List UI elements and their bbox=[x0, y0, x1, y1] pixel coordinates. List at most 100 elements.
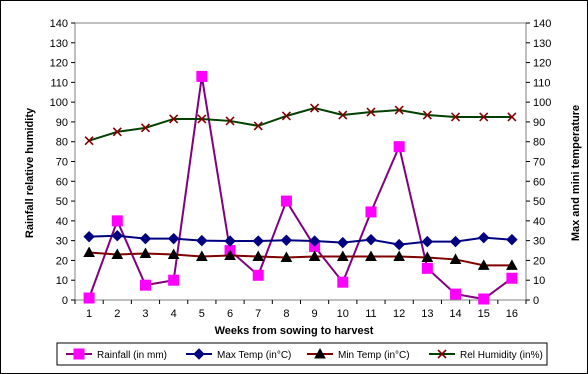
y-left-tick-label: 90 bbox=[56, 117, 68, 129]
x-tick-label: 8 bbox=[283, 308, 289, 320]
rel-humidity-point bbox=[281, 111, 291, 121]
rainfall-point bbox=[506, 272, 518, 284]
rel-humidity-point bbox=[507, 112, 517, 122]
y-right-tick-label: 90 bbox=[533, 117, 545, 129]
y-left-tick-label: 40 bbox=[56, 216, 68, 228]
rel-humidity-point bbox=[310, 103, 320, 113]
min-temp-point bbox=[477, 259, 490, 270]
min-temp-point bbox=[449, 253, 462, 264]
y-right-tick-label: 30 bbox=[533, 236, 545, 248]
max-temp-point bbox=[196, 234, 208, 247]
y-right-tick-label: 60 bbox=[533, 176, 545, 188]
min-temp-legend-marker bbox=[314, 347, 326, 359]
plot-area: 0 0 10 10 20 20 30 30 40 40 50 50 60 60 70 70 80 80 90 90 10… bbox=[50, 18, 552, 320]
max-temp-point bbox=[506, 233, 518, 246]
rainfall-point bbox=[450, 288, 462, 300]
rainfall-line bbox=[88, 76, 513, 301]
min-temp-line bbox=[89, 251, 512, 267]
left-axis-title: Rainfall relative humidity bbox=[24, 107, 36, 238]
rel-humidity-legend-label: Rel Humidity (in%) bbox=[460, 350, 543, 361]
min-temp-point bbox=[139, 247, 152, 259]
max-temp-point bbox=[139, 232, 152, 245]
min-temp-point bbox=[365, 250, 377, 261]
max-temp-line bbox=[89, 234, 512, 246]
x-tick-label: 7 bbox=[255, 308, 261, 320]
max-temp-point bbox=[224, 235, 236, 247]
rel-humidity-point bbox=[338, 110, 348, 120]
min-temp-point bbox=[506, 259, 518, 270]
max-temp-point bbox=[365, 233, 377, 246]
x-tick-label: 11 bbox=[365, 308, 376, 320]
rel-humidity-point bbox=[422, 110, 432, 120]
y-right-tick-label: 120 bbox=[533, 58, 551, 70]
min-temp-point bbox=[280, 251, 293, 262]
rainfall-point bbox=[337, 276, 349, 288]
rainfall-point bbox=[393, 141, 405, 153]
min-temp-point bbox=[336, 250, 349, 261]
rainfall-point bbox=[139, 279, 151, 291]
rel-humidity-point bbox=[394, 105, 404, 115]
max-temp-point bbox=[449, 235, 462, 248]
y-right-tick-label: 50 bbox=[533, 196, 545, 208]
y-left-tick-label: 80 bbox=[56, 137, 68, 149]
max-temp-point bbox=[337, 236, 349, 249]
rainfall-point bbox=[252, 269, 264, 281]
x-tick-label: 14 bbox=[449, 308, 461, 320]
rainfall-point bbox=[196, 70, 208, 82]
max-temp-point bbox=[111, 229, 123, 242]
y-left-tick-label: 10 bbox=[56, 275, 68, 287]
max-temp-point bbox=[83, 230, 95, 243]
rainfall-point bbox=[83, 292, 95, 304]
y-left-tick-label: 100 bbox=[50, 97, 68, 109]
max-temp-legend-label: Max Temp (in°C) bbox=[217, 350, 291, 361]
rel-humidity-point bbox=[169, 114, 179, 124]
y-right-tick-label: 130 bbox=[533, 38, 551, 50]
y-left-tick-label: 110 bbox=[50, 77, 68, 89]
x-tick-label: 2 bbox=[114, 308, 120, 320]
rel-humidity-legend-marker bbox=[437, 349, 447, 359]
rel-humidity-point bbox=[253, 121, 263, 131]
rel-humidity-point bbox=[197, 114, 207, 124]
y-right-tick-label: 70 bbox=[533, 157, 545, 169]
min-temp-point bbox=[83, 246, 95, 258]
max-temp-point bbox=[308, 235, 321, 247]
rainfall-point bbox=[111, 215, 123, 227]
x-tick-label: 10 bbox=[337, 308, 349, 320]
x-tick-label: 5 bbox=[199, 308, 205, 320]
x-tick-label: 1 bbox=[86, 308, 92, 320]
rainfall-point bbox=[280, 195, 292, 207]
rel-humidity-point bbox=[225, 116, 235, 126]
min-temp-point bbox=[167, 248, 180, 259]
min-temp-point bbox=[308, 250, 321, 261]
rainfall-point bbox=[421, 262, 433, 274]
y-right-tick-label: 100 bbox=[533, 97, 551, 109]
max-temp-point bbox=[478, 231, 490, 244]
rel-humidity-point bbox=[479, 112, 489, 122]
x-tick-label: 9 bbox=[312, 308, 318, 320]
y-left-tick-label: 20 bbox=[56, 255, 68, 267]
y-left-tick-label: 120 bbox=[50, 58, 68, 70]
y-right-tick-label: 40 bbox=[533, 216, 545, 228]
legend-box bbox=[56, 342, 548, 366]
min-temp-point bbox=[224, 249, 236, 260]
y-left-tick-label: 30 bbox=[56, 236, 68, 248]
x-axis-title: Weeks from sowing to harvest bbox=[215, 325, 374, 337]
min-temp-point bbox=[252, 250, 265, 261]
y-right-tick-label: 20 bbox=[533, 255, 545, 267]
legend: Rainfall (in mm) Max Temp (in°C) Min Temp … bbox=[56, 342, 548, 366]
x-tick-label: 12 bbox=[393, 308, 405, 320]
x-tick-label: 6 bbox=[227, 308, 233, 320]
y-right-tick-label: 10 bbox=[533, 275, 545, 287]
rainfall-point bbox=[365, 206, 377, 218]
rainfall-legend-marker bbox=[73, 348, 85, 360]
rainfall-legend-label: Rainfall (in mm) bbox=[97, 350, 167, 361]
x-tick-label: 3 bbox=[142, 308, 148, 320]
x-tick-label: 13 bbox=[421, 308, 433, 320]
min-temp-point bbox=[393, 250, 406, 261]
y-right-tick-label: 140 bbox=[533, 18, 551, 30]
y-left-tick-label: 140 bbox=[50, 18, 68, 30]
rel-humidity-point bbox=[140, 123, 151, 133]
min-temp-legend-label: Min Temp (in°C) bbox=[338, 350, 410, 361]
max-temp-point bbox=[393, 238, 405, 251]
rel-humidity-line bbox=[88, 107, 512, 142]
